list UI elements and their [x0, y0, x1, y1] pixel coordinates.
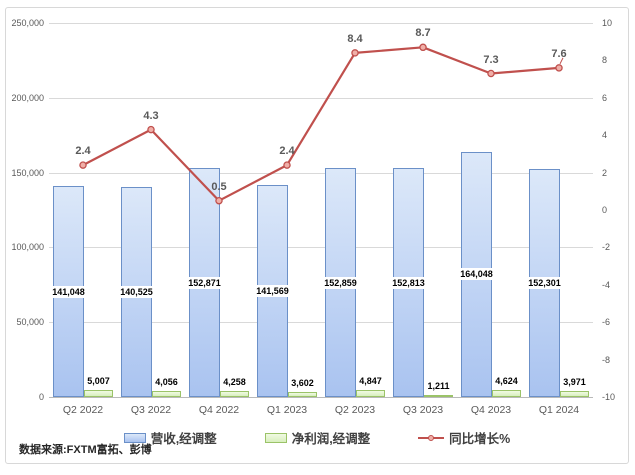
- category-label: Q4 2023: [470, 404, 512, 416]
- growth-value-label: 8.4: [347, 32, 363, 45]
- left-axis-tick: 250,000: [11, 18, 44, 28]
- legend-label-net-profit: 净利润,经调整: [291, 432, 371, 446]
- data-source-note: 数据来源:FXTM富拓、彭博: [19, 444, 152, 456]
- growth-value-label: 7.6: [551, 47, 567, 60]
- line-marker-icon: [147, 125, 155, 134]
- net-profit-value-label: 4,056: [153, 375, 180, 388]
- growth-value-label: 8.7: [415, 27, 431, 40]
- revenue-value-label: 164,048: [458, 268, 495, 281]
- revenue-value-label: 141,569: [254, 285, 291, 298]
- right-axis-tick: 6: [602, 92, 608, 103]
- right-axis-tick: 2: [602, 167, 608, 178]
- right-axis-tick: -6: [602, 317, 611, 328]
- growth-value-label: 0.5: [211, 180, 227, 193]
- right-axis-tick: 0: [602, 205, 608, 215]
- left-axis-tick: 150,000: [11, 167, 44, 178]
- line-marker-icon: [487, 69, 495, 78]
- net-profit-value-label: 5,007: [85, 374, 112, 387]
- gridline: [49, 322, 593, 324]
- left-axis-tick: 100,000: [11, 242, 44, 253]
- category-label: Q3 2023: [402, 404, 444, 416]
- revenue-value-label: 140,525: [118, 285, 155, 298]
- right-axis-tick: -4: [602, 279, 611, 290]
- line-marker-icon: [428, 434, 435, 441]
- left-axis-tick: 200,000: [11, 92, 44, 103]
- net-profit-value-label: 4,624: [493, 375, 520, 388]
- net-profit-value-label: 1,211: [425, 380, 452, 393]
- line-marker-icon: [283, 161, 291, 169]
- left-axis-tick: 50,000: [16, 317, 44, 328]
- growth-line-swatch-icon: [418, 434, 445, 441]
- right-axis-tick: -8: [602, 354, 611, 365]
- chart-frame: 营收,经调整 净利润,经调整 同比增长% 数据来源:FXTM富拓、彭博 250,…: [5, 7, 629, 464]
- revenue-value-label: 141,048: [50, 285, 87, 298]
- category-label: Q1 2024: [538, 404, 580, 416]
- right-axis-tick: 10: [602, 18, 613, 28]
- right-axis-tick: 4: [602, 130, 608, 141]
- legend-item-net-profit: 净利润,经调整: [264, 428, 371, 447]
- revenue-value-label: 152,301: [526, 277, 563, 290]
- gridline: [49, 247, 593, 249]
- line-marker-icon: [79, 161, 87, 169]
- growth-value-label: 7.3: [483, 53, 499, 66]
- gridline: [49, 397, 593, 398]
- revenue-value-label: 152,859: [322, 276, 359, 289]
- legend-item-revenue: 营收,经调整: [123, 428, 217, 447]
- net-profit-bar: [492, 390, 521, 397]
- net-profit-bar: [288, 391, 317, 397]
- right-axis-tick: 8: [602, 55, 608, 66]
- gridline: [49, 23, 593, 24]
- growth-value-label: 4.3: [143, 109, 159, 122]
- net-profit-bar: [220, 390, 249, 397]
- net-profit-bar: [84, 389, 113, 397]
- legend-label-growth: 同比增长%: [449, 432, 511, 446]
- net-profit-value-label: 4,847: [357, 374, 384, 387]
- line-marker-icon: [555, 64, 563, 72]
- net-profit-swatch-icon: [264, 432, 287, 443]
- revenue-swatch-icon: [123, 432, 146, 443]
- right-axis-tick: -2: [602, 242, 611, 253]
- net-profit-value-label: 4,258: [221, 375, 248, 388]
- legend-item-growth: 同比增长%: [418, 428, 510, 447]
- net-profit-bar: [560, 391, 589, 397]
- net-profit-bar: [424, 395, 453, 398]
- revenue-value-label: 152,813: [390, 276, 427, 289]
- line-marker-icon: [351, 49, 359, 57]
- net-profit-value-label: 3,602: [289, 376, 316, 389]
- left-axis-tick: 0: [38, 392, 44, 402]
- growth-value-label: 2.4: [75, 145, 91, 158]
- net-profit-value-label: 3,971: [561, 376, 588, 389]
- category-label: Q3 2022: [130, 404, 172, 416]
- net-profit-bar: [356, 389, 385, 397]
- gridline: [49, 97, 593, 99]
- category-label: Q2 2023: [334, 404, 376, 416]
- category-label: Q1 2023: [266, 404, 308, 416]
- category-label: Q4 2022: [198, 404, 240, 416]
- revenue-value-label: 152,871: [186, 276, 223, 289]
- growth-value-label: 2.4: [279, 145, 295, 158]
- legend: 营收,经调整 净利润,经调整 同比增长%: [6, 428, 628, 447]
- legend-label-revenue: 营收,经调整: [150, 432, 217, 446]
- line-marker-icon: [419, 43, 427, 52]
- right-axis-tick: -10: [602, 392, 616, 402]
- net-profit-bar: [152, 390, 181, 397]
- gridline: [49, 172, 593, 174]
- category-label: Q2 2022: [62, 404, 104, 416]
